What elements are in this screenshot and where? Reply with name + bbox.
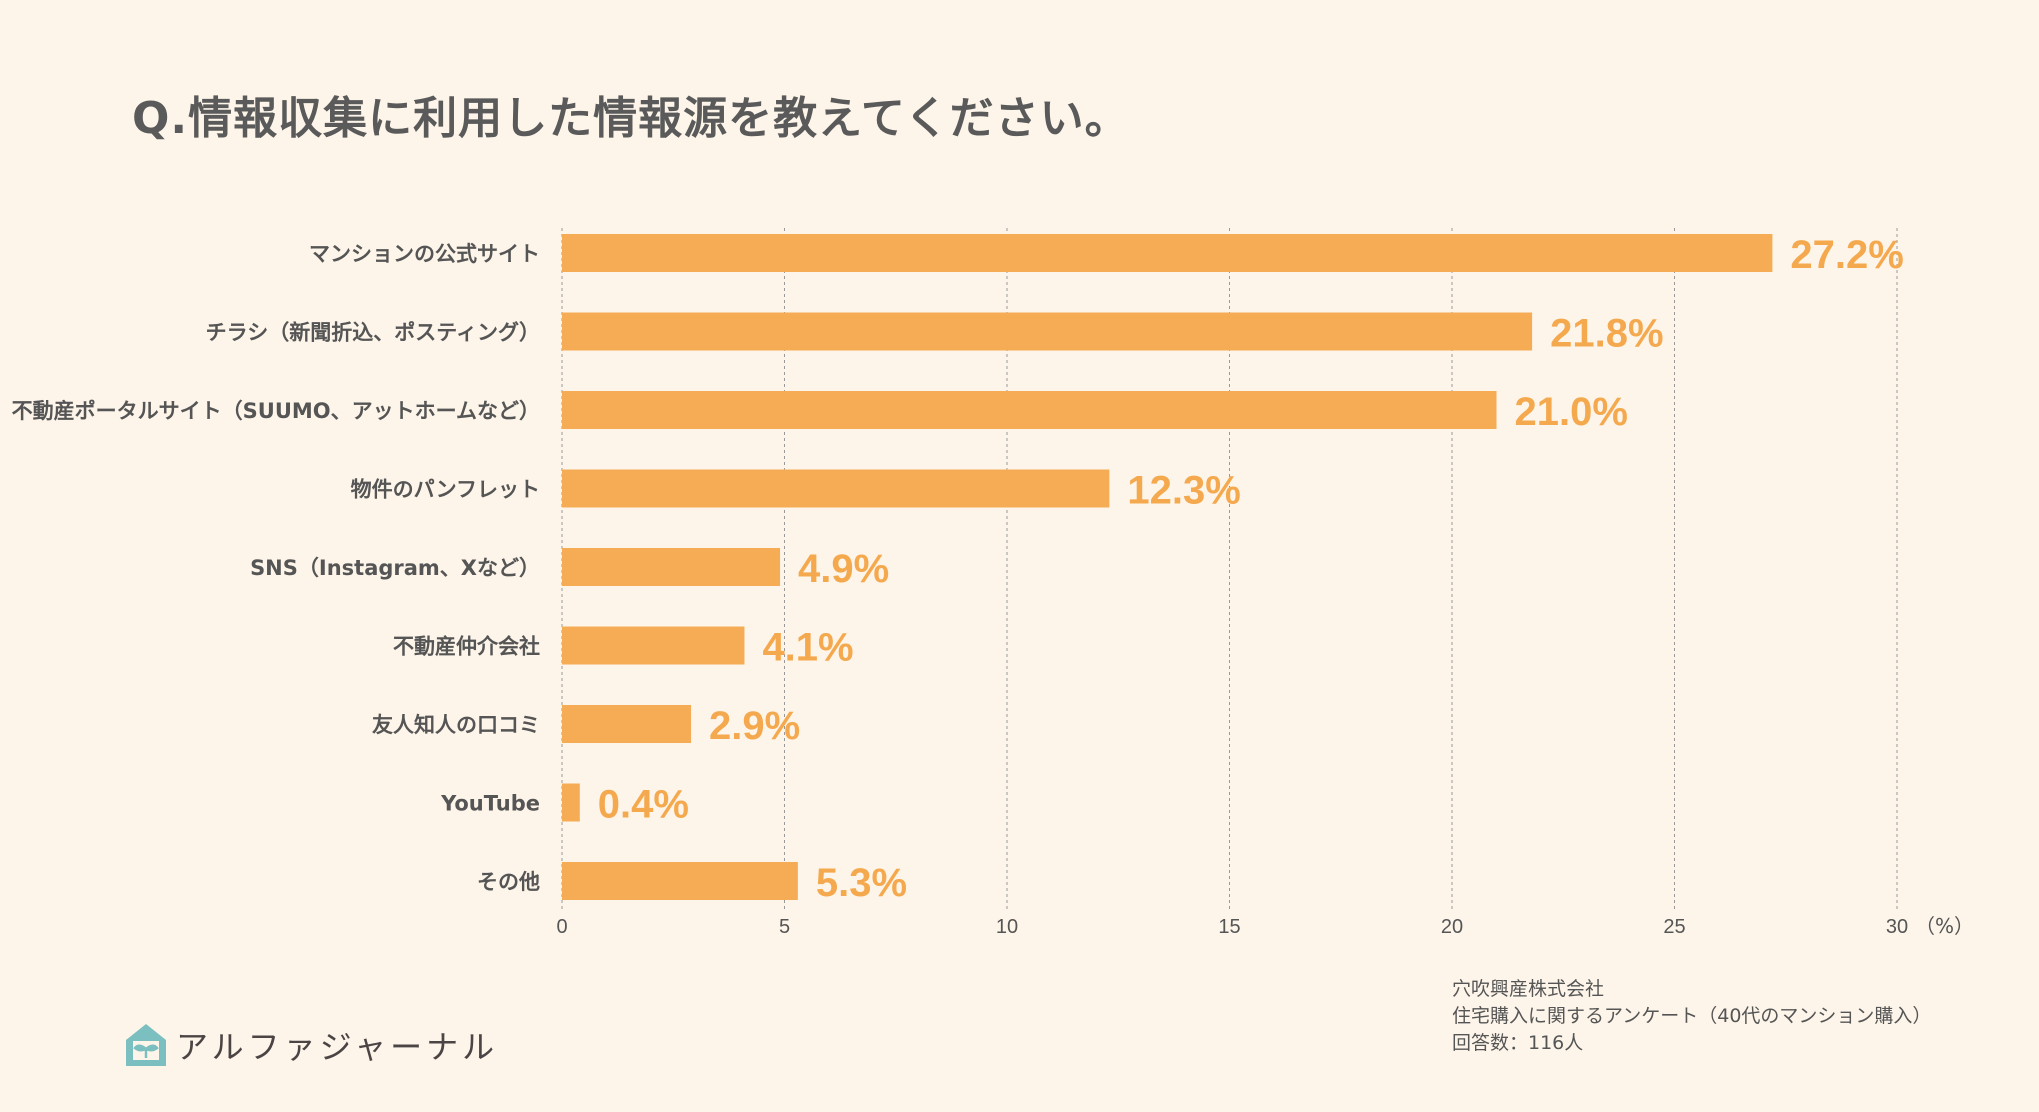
category-label: SNS（Instagram、Xなど）: [250, 556, 540, 580]
category-label: YouTube: [440, 792, 540, 816]
bar: [562, 469, 1110, 508]
bar: [562, 862, 798, 900]
category-label: 不動産ポータルサイト（SUUMO、アットホームなど）: [12, 399, 540, 423]
data-label: 21.0%: [1515, 390, 1628, 434]
source-note: 穴吹興産株式会社 住宅購入に関するアンケート（40代のマンション購入） 回答数：…: [1452, 976, 1931, 1057]
data-label: 4.9%: [798, 547, 889, 591]
house-sprout-icon: [126, 1024, 166, 1066]
bar: [562, 548, 781, 586]
category-label: マンションの公式サイト: [309, 242, 540, 266]
data-label: 4.1%: [762, 626, 853, 670]
bar: [562, 234, 1773, 272]
category-label: チラシ（新聞折込、ポスティング）: [206, 321, 540, 345]
logo-text: アルファジャーナル: [176, 1028, 499, 1066]
bar: [562, 391, 1497, 429]
logo: アルファジャーナル: [126, 1022, 498, 1068]
category-label: 不動産仲介会社: [393, 635, 540, 659]
chart-title: Q.情報収集に利用した情報源を教えてください。: [132, 93, 1130, 144]
category-label: その他: [477, 870, 540, 894]
x-tick-label: 15: [1218, 916, 1240, 938]
category-label: 友人知人の口コミ: [372, 713, 540, 737]
source-count: 回答数：116人: [1452, 1032, 1584, 1054]
x-axis-unit: （%）: [1915, 914, 1974, 938]
bar: [562, 312, 1533, 351]
x-tick-label: 10: [996, 916, 1018, 938]
bar: [562, 626, 745, 665]
x-tick-label: 5: [779, 916, 790, 938]
bar: [562, 705, 692, 743]
source-survey: 住宅購入に関するアンケート（40代のマンション購入）: [1452, 1005, 1932, 1027]
x-tick-label: 20: [1441, 916, 1463, 938]
data-label: 27.2%: [1790, 233, 1903, 277]
data-label: 2.9%: [709, 704, 800, 748]
x-tick-label: 25: [1663, 916, 1685, 938]
x-tick-label: 30: [1886, 916, 1908, 938]
bar: [562, 783, 580, 822]
data-label: 12.3%: [1127, 469, 1240, 513]
category-label: 物件のパンフレット: [351, 478, 540, 502]
data-label: 0.4%: [598, 783, 689, 827]
data-label: 21.8%: [1550, 312, 1663, 356]
data-label: 5.3%: [816, 861, 907, 905]
x-tick-label: 0: [556, 916, 567, 938]
source-company: 穴吹興産株式会社: [1452, 978, 1605, 1000]
